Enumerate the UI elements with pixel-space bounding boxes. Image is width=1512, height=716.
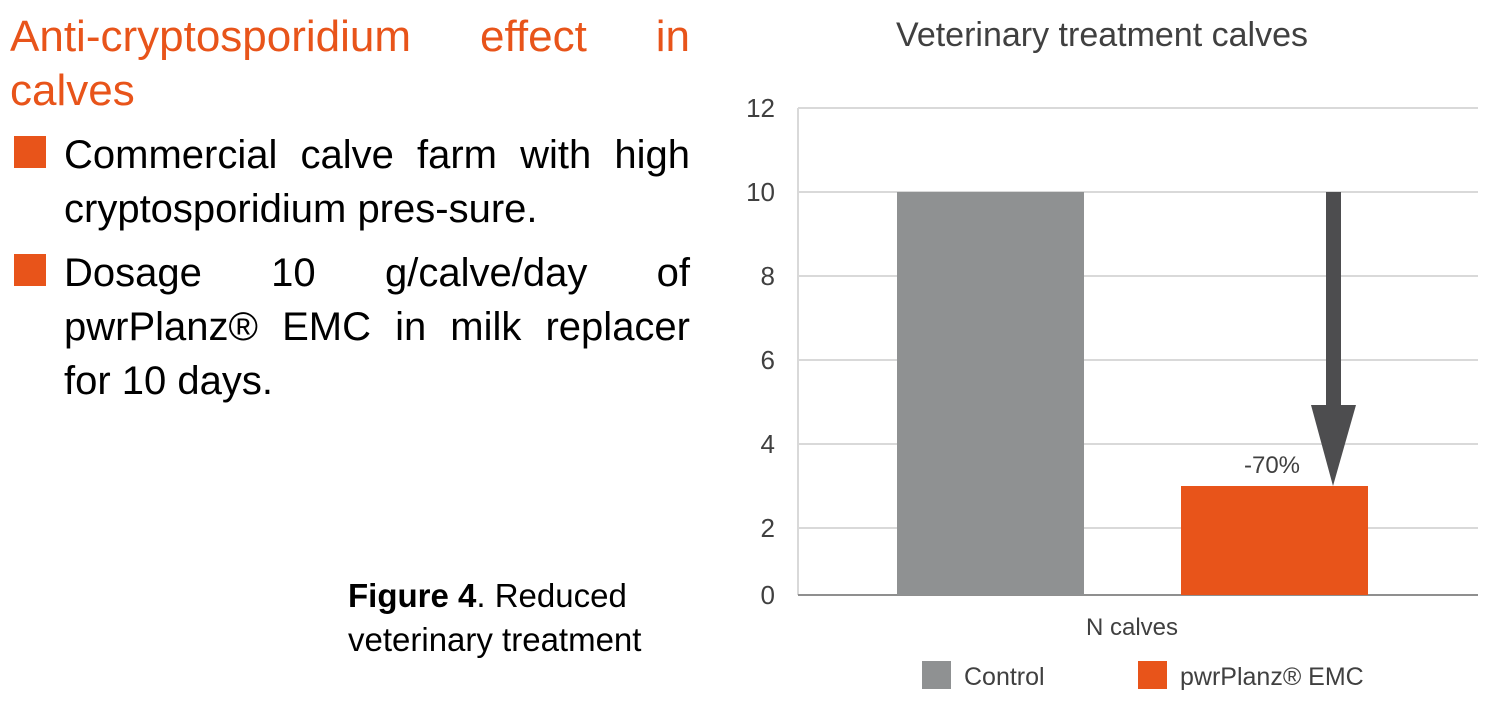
legend-swatch xyxy=(922,661,951,689)
x-axis-label: N calves xyxy=(1086,614,1178,641)
y-tick-label: 0 xyxy=(761,580,775,610)
bar-pwrplanz xyxy=(1181,486,1368,595)
y-tick-label: 12 xyxy=(746,93,775,123)
annotation-label: -70% xyxy=(1244,452,1300,479)
y-tick-label: 6 xyxy=(761,345,775,375)
arrow-head xyxy=(1311,405,1356,486)
bullet-square-icon xyxy=(14,136,46,168)
legend-label: pwrPlanz® EMC xyxy=(1180,663,1364,691)
y-tick-label: 8 xyxy=(761,261,775,291)
bullet-text: Commercial calve farm with high cryptosp… xyxy=(64,133,690,231)
bullet-square-icon xyxy=(14,254,46,286)
text-column: Anti-cryptosporidium effect in calves Co… xyxy=(10,10,690,408)
bullet-item: Commercial calve farm with high cryptosp… xyxy=(14,128,690,236)
bullet-text: Dosage 10 g/calve/day of pwrPlanz® EMC i… xyxy=(64,251,690,403)
y-tick-label: 10 xyxy=(746,177,775,207)
arrow-shaft xyxy=(1326,192,1341,405)
y-tick-label: 4 xyxy=(761,429,775,459)
arrow-down-icon xyxy=(1311,192,1356,486)
figure-caption: Figure 4. Reduced veterinary treatment xyxy=(348,574,688,662)
caption-label: Figure 4 xyxy=(348,577,477,614)
caption-text: . Reduced veterinary treatment xyxy=(348,577,642,658)
chart-title: Veterinary treatment calves xyxy=(896,16,1308,54)
heading: Anti-cryptosporidium effect in calves xyxy=(10,12,690,115)
legend-swatch xyxy=(1138,661,1167,689)
y-tick-label: 2 xyxy=(761,513,775,543)
bullet-item: Dosage 10 g/calve/day of pwrPlanz® EMC i… xyxy=(14,246,690,408)
bar-control xyxy=(897,192,1084,595)
legend-label: Control xyxy=(964,663,1045,691)
